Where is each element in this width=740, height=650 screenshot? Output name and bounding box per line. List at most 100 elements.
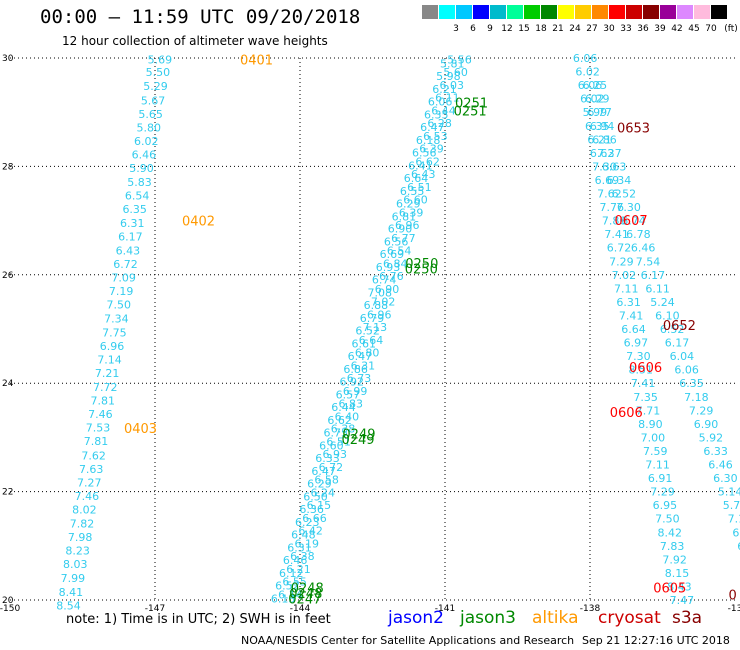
- legend-swatch: [490, 5, 506, 19]
- wave-height-point-jason3: 6.80: [355, 346, 380, 359]
- wave-height-point-jason3: 6.93: [323, 448, 348, 461]
- wave-height-point-s3a: 6.11: [645, 282, 670, 295]
- wave-height-point-jason3: 6.54: [387, 244, 412, 257]
- pass-time-label: 0: [728, 589, 736, 604]
- wave-height-point-jason3: 6.15: [307, 499, 332, 512]
- wave-height-point-altika: 7.46: [75, 490, 100, 503]
- pass-time-label: 0401: [240, 54, 273, 69]
- wave-height-point-jason3: 6.39: [399, 206, 424, 219]
- wave-height-point-altika: 6.54: [125, 190, 150, 203]
- wave-height-point-s3a: 6.04: [670, 350, 695, 363]
- wave-height-point-s3a: 6.17: [641, 269, 666, 282]
- wave-height-point-altika: 8.03: [63, 558, 88, 571]
- chart-subtitle: 12 hour collection of altimeter wave hei…: [62, 34, 328, 48]
- wave-height-point-altika: 5.65: [138, 108, 163, 121]
- satellite-label-jason2: jason2: [388, 608, 444, 628]
- pass-time-label: 0606: [610, 406, 643, 421]
- wave-height-point-altika: 8.23: [65, 545, 90, 558]
- wave-height-point-s3a: 6.89: [737, 540, 740, 553]
- wave-height-point-jason2: 6.93: [376, 261, 401, 274]
- wave-height-point-cryosat: 6.91: [648, 472, 673, 485]
- wave-height-point-cryosat: 6.97: [624, 337, 649, 350]
- pass-time-label: 0605: [653, 582, 686, 597]
- wave-height-point-jason2: 6.29: [307, 477, 332, 490]
- wave-height-point-jason2: 6.50: [303, 490, 328, 503]
- wave-height-point-jason2: 5.98: [436, 70, 461, 83]
- wave-height-point-jason2: 7.08: [368, 287, 393, 300]
- wave-height-point-jason2: 6.41: [408, 159, 433, 172]
- wave-height-point-jason3: 6.44: [431, 105, 456, 118]
- x-tick-label: -13: [728, 604, 740, 614]
- wave-height-point-jason3: 6.53: [423, 130, 448, 143]
- legend-label: 42: [671, 24, 683, 34]
- legend-label: 6: [470, 24, 476, 34]
- legend-label: 27: [586, 24, 598, 34]
- wave-height-point-jason2: 6.12: [279, 567, 304, 580]
- wave-height-point-jason2: 6.48: [291, 528, 316, 541]
- legend-label: 24: [569, 24, 581, 34]
- legend-label: 9: [487, 24, 493, 34]
- wave-height-point-jason2: 6.81: [392, 210, 417, 223]
- wave-height-point-s3a: 6.06: [674, 364, 699, 377]
- legend-label: 18: [535, 24, 547, 34]
- pass-time-label: 0402: [182, 215, 215, 230]
- wave-height-point-altika: 7.63: [79, 463, 104, 476]
- wave-height-point-altika: 7.50: [107, 299, 132, 312]
- wave-height-point-jason2: 6.56: [412, 146, 437, 159]
- wave-height-point-jason2: 6.60: [319, 440, 344, 453]
- wave-height-point-s3a: 6.34: [607, 174, 632, 187]
- wave-height-point-jason3: 6.77: [391, 232, 416, 245]
- wave-height-point-s3a: 6.35: [679, 377, 704, 390]
- pass-time-label: 0606: [629, 361, 662, 376]
- y-tick-label: 30: [2, 54, 14, 64]
- pass-time-label: 0250: [405, 262, 438, 277]
- wave-height-point-jason3: 6.90: [375, 283, 400, 296]
- pass-time-label: 0653: [617, 121, 650, 136]
- wave-height-point-jason3: 6.99: [343, 385, 368, 398]
- legend-label: 33: [620, 24, 632, 34]
- legend-label: 21: [552, 24, 564, 34]
- wave-height-point-s3a: 6.11: [732, 526, 740, 539]
- legend-swatch: [626, 5, 642, 19]
- wave-height-point-altika: 6.43: [116, 244, 141, 257]
- y-tick-label: 22: [2, 488, 13, 498]
- wave-height-point-jason3: 6.43: [411, 168, 436, 181]
- wave-height-point-cryosat: 6.69: [595, 174, 620, 187]
- wave-height-point-jason3: 6.64: [359, 334, 384, 347]
- wave-height-point-jason3: 6.66: [302, 512, 327, 525]
- wave-height-point-altika: 6.46: [132, 148, 157, 161]
- wave-height-point-jason2: 6.47: [348, 350, 373, 363]
- y-tick-label: 20: [2, 596, 14, 606]
- wave-height-point-jason3: 6.73: [347, 372, 372, 385]
- legend-label: 39: [654, 24, 666, 34]
- x-tick-label: -147: [145, 604, 165, 614]
- wave-height-point-altika: 7.82: [70, 518, 95, 531]
- satellite-label-s3a: s3a: [672, 608, 703, 628]
- pass-time-label: 0403: [124, 422, 157, 437]
- wave-height-point-jason2: 6.44: [331, 401, 356, 414]
- wave-height-point-altika: 6.17: [118, 230, 143, 243]
- wave-height-point-jason2: 6.06: [428, 95, 453, 108]
- legend-swatch: [660, 5, 676, 19]
- wave-height-point-altika: 5.83: [127, 176, 152, 189]
- wave-height-point-jason3: 6.31: [351, 359, 376, 372]
- wave-height-point-jason2: 6.33: [315, 452, 340, 465]
- wave-height-point-altika: 7.09: [111, 272, 136, 285]
- wave-height-point-jason3: 6.76: [379, 270, 404, 283]
- legend-swatch: [609, 5, 625, 19]
- wave-height-point-jason2: 6.29: [396, 197, 421, 210]
- wave-height-point-altika: 6.02: [134, 135, 159, 148]
- wave-height-point-altika: 7.14: [97, 353, 122, 366]
- wave-height-point-jason3: 6.40: [335, 410, 360, 423]
- wave-height-point-s3a: 6.86: [592, 133, 617, 146]
- wave-height-point-jason2: 5.81: [440, 57, 465, 70]
- wave-height-point-s3a: 7.19: [728, 513, 740, 526]
- legend-label: 70: [705, 24, 717, 34]
- wave-height-point-cryosat: 7.11: [614, 282, 639, 295]
- wave-height-point-cryosat: 7.11: [645, 459, 670, 472]
- wave-height-point-jason3: 5.56: [447, 54, 472, 67]
- wave-height-point-jason3: 6.19: [295, 538, 320, 551]
- wave-height-point-altika: 7.75: [102, 326, 127, 339]
- wave-height-point-cryosat: 7.35: [633, 391, 658, 404]
- wave-height-point-jason2: 6.74: [372, 274, 397, 287]
